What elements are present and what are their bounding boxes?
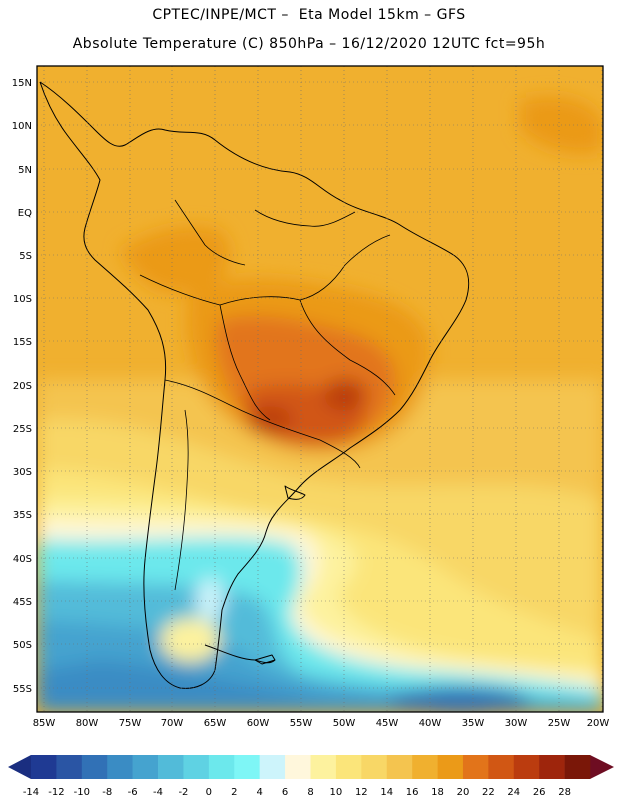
legend-tick-label: 14 <box>380 787 393 798</box>
color-swatch <box>513 755 540 779</box>
lat-label: 15N <box>12 78 32 89</box>
color-swatch <box>285 755 311 779</box>
color-swatch <box>158 755 184 779</box>
legend-tick-label: -10 <box>74 787 90 798</box>
lat-label: 5N <box>18 165 32 176</box>
legend-tick-label: 18 <box>431 787 444 798</box>
legend-tick-label: 4 <box>256 787 262 798</box>
lon-label: 70W <box>161 718 184 729</box>
color-swatch <box>56 755 83 779</box>
map-subtitle: Absolute Temperature (C) 850hPa – 16/12/… <box>72 36 546 52</box>
lat-label: 5S <box>19 251 32 262</box>
lat-label: 50S <box>13 640 32 651</box>
map-frame <box>36 65 604 713</box>
legend-tick-label: 20 <box>457 787 470 798</box>
color-swatch <box>564 755 591 779</box>
lon-label: 40W <box>419 718 442 729</box>
lon-label: 65W <box>204 718 227 729</box>
legend-tick-label: 8 <box>307 787 313 798</box>
lon-label: 85W <box>33 718 56 729</box>
lon-label: 45W <box>376 718 399 729</box>
legend-tick-label: -12 <box>48 787 64 798</box>
legend-tick-label: 22 <box>482 787 495 798</box>
temperature-field <box>37 66 603 712</box>
color-swatch <box>107 755 133 779</box>
color-swatch <box>31 755 57 779</box>
lon-label: 55W <box>290 718 313 729</box>
legend-tick-label: 12 <box>355 787 368 798</box>
color-swatch <box>462 755 489 779</box>
legend-tick-label: -2 <box>178 787 188 798</box>
lon-label: 60W <box>247 718 270 729</box>
color-swatch <box>132 755 159 779</box>
lon-label: 50W <box>333 718 356 729</box>
color-swatch <box>183 755 210 779</box>
lat-label: 30S <box>13 467 32 478</box>
lat-label: 10N <box>12 121 32 132</box>
legend-tick-label: -6 <box>128 787 138 798</box>
legend-tick-label: 26 <box>533 787 546 798</box>
lat-label: 15S <box>13 337 32 348</box>
legend-tick-label: -8 <box>102 787 112 798</box>
legend-tick-label: 28 <box>558 787 571 798</box>
coastline <box>39 81 470 689</box>
lat-label: 40S <box>13 554 32 565</box>
lat-axis: 15N 10N 5N EQ 5S 10S 15S 20S 25S 30S 35S… <box>12 78 32 695</box>
color-swatch <box>234 755 260 779</box>
lon-label: 20W <box>587 718 610 729</box>
lon-axis: 85W 80W 75W 70W 65W 60W 55W 50W 45W 40W … <box>33 718 610 729</box>
lat-label: 35S <box>13 510 32 521</box>
color-swatch <box>437 755 464 779</box>
color-swatch <box>386 755 413 779</box>
lat-label: EQ <box>18 208 32 219</box>
color-swatch <box>361 755 388 779</box>
lon-label: 30W <box>505 718 528 729</box>
lat-label: 25S <box>13 424 32 435</box>
legend-tick-label: -4 <box>153 787 163 798</box>
color-swatch <box>259 755 286 779</box>
legend-tick-label: 2 <box>231 787 237 798</box>
lat-label: 45S <box>13 597 32 608</box>
legend-tick-label: 0 <box>206 787 212 798</box>
lat-label: 55S <box>13 684 32 695</box>
lat-label: 10S <box>13 294 32 305</box>
color-legend: -14 -12 -10 -8 -6 -4 -2 0 2 4 6 8 10 12 14 16 18 20 22 24 26… <box>8 755 614 798</box>
lon-label: 80W <box>76 718 99 729</box>
legend-tick-label: 24 <box>507 787 520 798</box>
legend-tick-label: 10 <box>330 787 343 798</box>
legend-tick-label: 6 <box>282 787 288 798</box>
high-extension-arrow <box>590 755 614 779</box>
color-swatch <box>412 755 438 779</box>
legend-tick-label: -14 <box>23 787 39 798</box>
lat-label: 20S <box>13 381 32 392</box>
lon-label: 25W <box>548 718 571 729</box>
color-swatch <box>488 755 515 779</box>
color-swatch <box>335 755 362 779</box>
color-swatch <box>81 755 108 779</box>
low-extension-arrow <box>8 755 31 779</box>
legend-tick-label: 16 <box>406 787 419 798</box>
map-title: CPTEC/INPE/MCT – Eta Model 15km – GFS <box>152 7 466 23</box>
color-swatch <box>539 755 565 779</box>
color-swatch <box>208 755 235 779</box>
color-swatch <box>310 755 337 779</box>
lon-label: 35W <box>462 718 485 729</box>
lon-label: 75W <box>119 718 142 729</box>
country-borders <box>139 199 396 591</box>
